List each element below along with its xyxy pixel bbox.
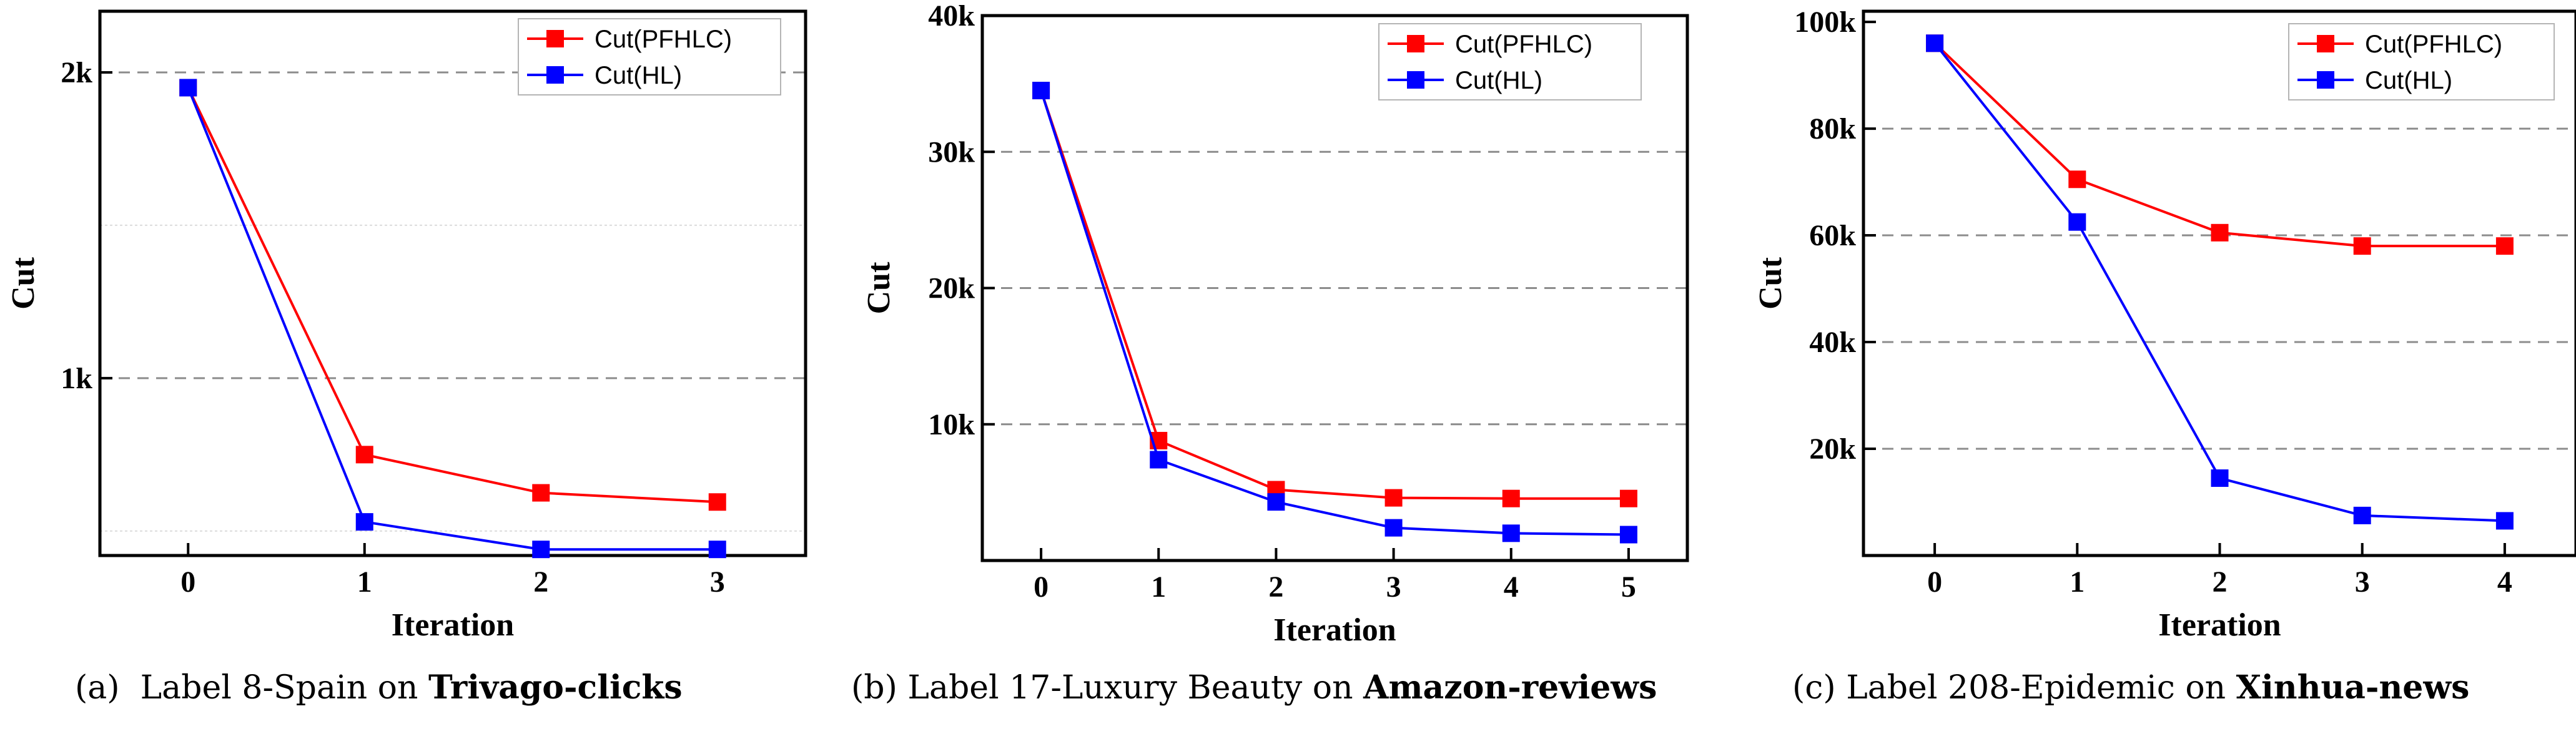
series-line-Cut(PFHLC) <box>1040 90 1629 500</box>
x-tick-label: 1 <box>1151 570 1166 604</box>
data-point <box>2211 469 2229 487</box>
x-axis-title: Iteration <box>2158 607 2281 643</box>
x-tick-label: 4 <box>1504 570 1519 604</box>
legend-marker <box>546 30 564 47</box>
legend-marker <box>1407 35 1424 52</box>
series-line-Cut(PFHLC) <box>187 87 718 504</box>
data-point <box>1619 489 1637 507</box>
legend-entry: Cut(HL) <box>1455 67 1542 94</box>
legend-marker <box>546 66 564 84</box>
legend-entry: Cut(HL) <box>2365 67 2452 94</box>
data-point <box>2495 512 2514 530</box>
x-tick-label: 3 <box>1386 570 1401 604</box>
y-axis-title: Cut <box>1753 257 1789 309</box>
chart-2: 20k 40k 60k 80k 100k 0 1 2 3 4 Iteration Cut Cut(PFH… <box>1753 6 2576 643</box>
data-point <box>708 493 726 511</box>
y-tick-label: 80k <box>1809 112 1856 145</box>
data-point <box>532 484 550 502</box>
data-point <box>1150 451 1168 469</box>
data-point <box>2211 223 2229 242</box>
data-point <box>2495 237 2514 255</box>
x-tick-label: 1 <box>357 566 372 599</box>
caption-a: (a) Label 8-Spain on Trivago-clicks <box>75 668 683 707</box>
data-point <box>1267 493 1285 511</box>
data-point <box>179 79 197 97</box>
y-tick-label: 2k <box>61 56 92 89</box>
legend-entry: Cut(PFHLC) <box>2365 31 2502 58</box>
data-point <box>2068 213 2086 231</box>
x-tick-label: 2 <box>1268 570 1283 604</box>
plot-frame <box>98 9 807 557</box>
x-tick-label: 1 <box>2070 566 2085 599</box>
data-point <box>1502 524 1520 542</box>
y-axis-title: Cut <box>861 262 897 314</box>
legend-marker <box>1407 71 1424 89</box>
data-point <box>355 513 373 531</box>
series-line-Cut(HL) <box>1040 90 1629 536</box>
legend-entry: Cut(HL) <box>595 62 682 89</box>
caption-b: (b) Label 17-Luxury Beauty on Amazon-rev… <box>851 668 1657 707</box>
data-point <box>355 446 373 464</box>
legend: Cut(PFHLC) Cut(HL) <box>518 18 781 95</box>
data-point <box>1619 526 1637 544</box>
x-axis-title: Iteration <box>1273 612 1396 648</box>
series-line-Cut(HL) <box>187 87 718 551</box>
data-point <box>2353 506 2371 524</box>
legend-marker <box>2317 71 2334 89</box>
chart-0: 1k 2k 0 1 2 3 Iteration Cut Cut(PFHLC) Cut(HL) <box>6 9 807 643</box>
x-tick-label: 2 <box>2213 566 2228 599</box>
y-tick-label: 10k <box>928 408 975 441</box>
legend: Cut(PFHLC) Cut(HL) <box>2288 23 2555 100</box>
legend-entry: Cut(PFHLC) <box>1455 31 1592 58</box>
y-tick-label: 20k <box>1809 433 1856 466</box>
x-tick-label: 3 <box>710 566 725 599</box>
y-tick-label: 60k <box>1809 219 1856 252</box>
x-tick-label: 0 <box>1927 566 1942 599</box>
data-point <box>1926 34 1944 52</box>
y-tick-label: 100k <box>1794 6 1856 39</box>
x-tick-label: 3 <box>2355 566 2370 599</box>
caption-c: (c) Label 208-Epidemic on Xinhua-news <box>1792 668 2470 707</box>
x-tick-label: 5 <box>1621 570 1636 604</box>
data-point <box>2353 237 2371 255</box>
data-point <box>1502 489 1520 507</box>
x-tick-label: 4 <box>2497 566 2512 599</box>
data-point <box>1384 519 1403 537</box>
data-point <box>532 541 550 559</box>
x-tick-label: 0 <box>1034 570 1049 604</box>
data-point <box>708 541 726 559</box>
legend: Cut(PFHLC) Cut(HL) <box>1378 23 1642 100</box>
data-point <box>2068 170 2086 188</box>
x-tick-label: 0 <box>180 566 195 599</box>
y-tick-label: 1k <box>61 362 92 395</box>
legend-marker <box>2317 35 2334 52</box>
x-tick-label: 2 <box>533 566 548 599</box>
chart-1: 10k 20k 30k 40k 0 1 2 3 4 5 Iteration Cut Cut(PFHLC)… <box>861 0 1689 648</box>
y-tick-label: 40k <box>1809 326 1856 359</box>
y-tick-label: 30k <box>928 135 975 169</box>
y-axis-title: Cut <box>6 257 41 309</box>
legend-entry: Cut(PFHLC) <box>595 26 732 53</box>
x-axis-title: Iteration <box>392 607 514 643</box>
data-point <box>1384 489 1403 507</box>
y-tick-label: 40k <box>928 0 975 32</box>
y-tick-label: 20k <box>928 272 975 305</box>
data-point <box>1032 82 1050 100</box>
